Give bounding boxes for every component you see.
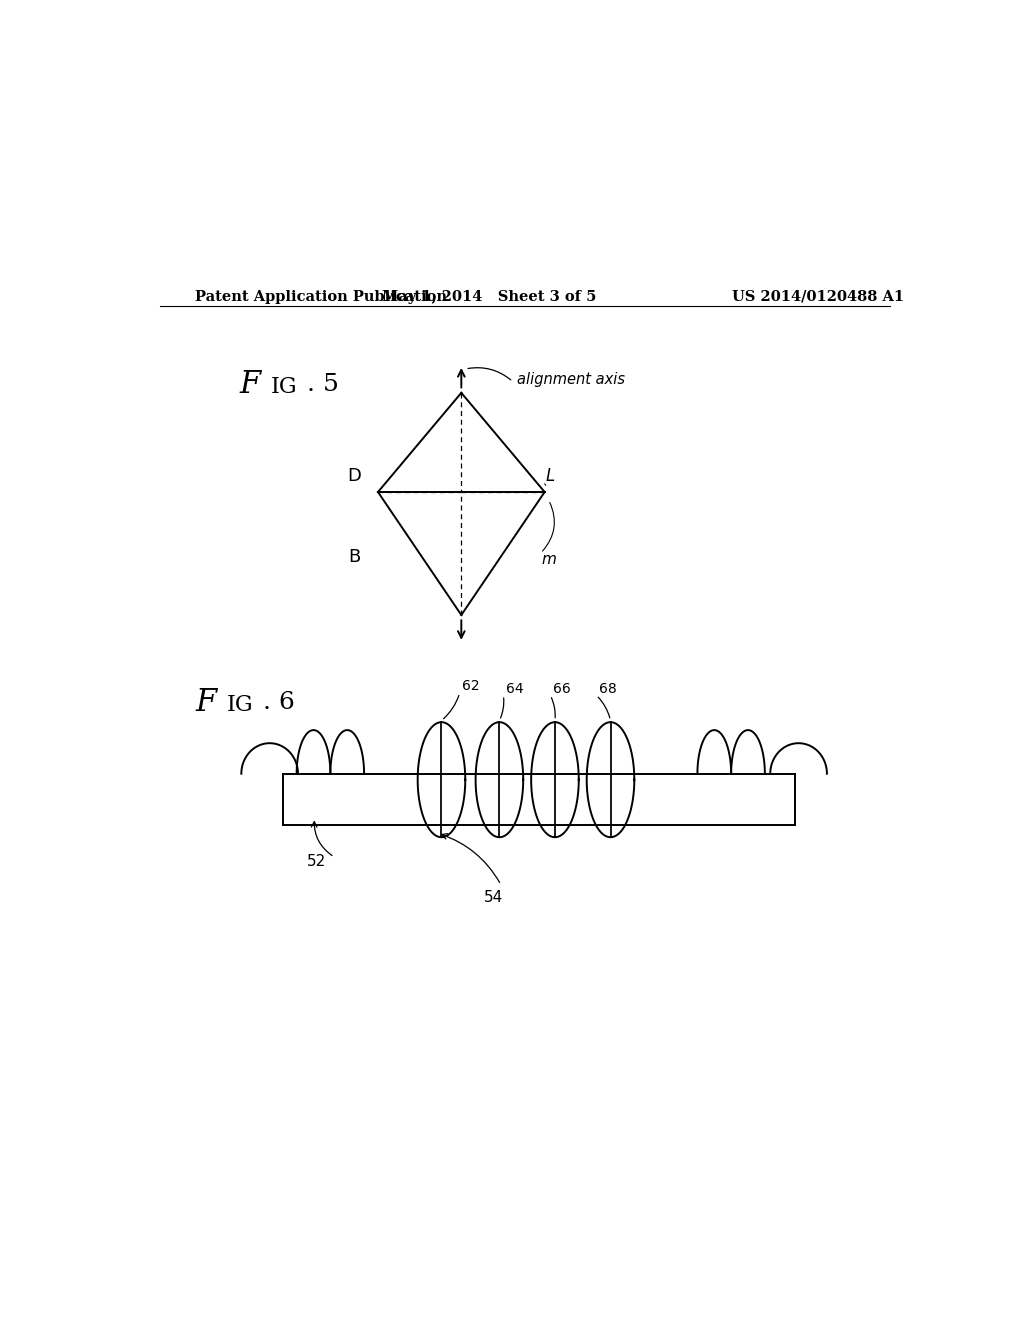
- Text: IG: IG: [227, 694, 254, 715]
- Text: 62: 62: [462, 680, 479, 693]
- Text: US 2014/0120488 A1: US 2014/0120488 A1: [732, 290, 904, 304]
- Text: F: F: [240, 370, 260, 400]
- Text: Patent Application Publication: Patent Application Publication: [196, 290, 447, 304]
- Text: 54: 54: [483, 891, 503, 906]
- Text: 52: 52: [307, 854, 327, 869]
- Text: . 6: . 6: [263, 690, 295, 714]
- Text: 64: 64: [506, 682, 523, 696]
- Text: B: B: [348, 548, 360, 566]
- Text: May 1, 2014   Sheet 3 of 5: May 1, 2014 Sheet 3 of 5: [382, 290, 596, 304]
- Text: 66: 66: [553, 682, 570, 696]
- Text: . 5: . 5: [306, 374, 339, 396]
- Text: D: D: [347, 467, 361, 486]
- Text: alignment axis: alignment axis: [517, 372, 625, 387]
- Text: F: F: [196, 686, 217, 718]
- Text: IG: IG: [270, 376, 298, 399]
- Text: m: m: [541, 552, 556, 568]
- Text: L: L: [546, 467, 555, 486]
- Text: 68: 68: [599, 682, 616, 696]
